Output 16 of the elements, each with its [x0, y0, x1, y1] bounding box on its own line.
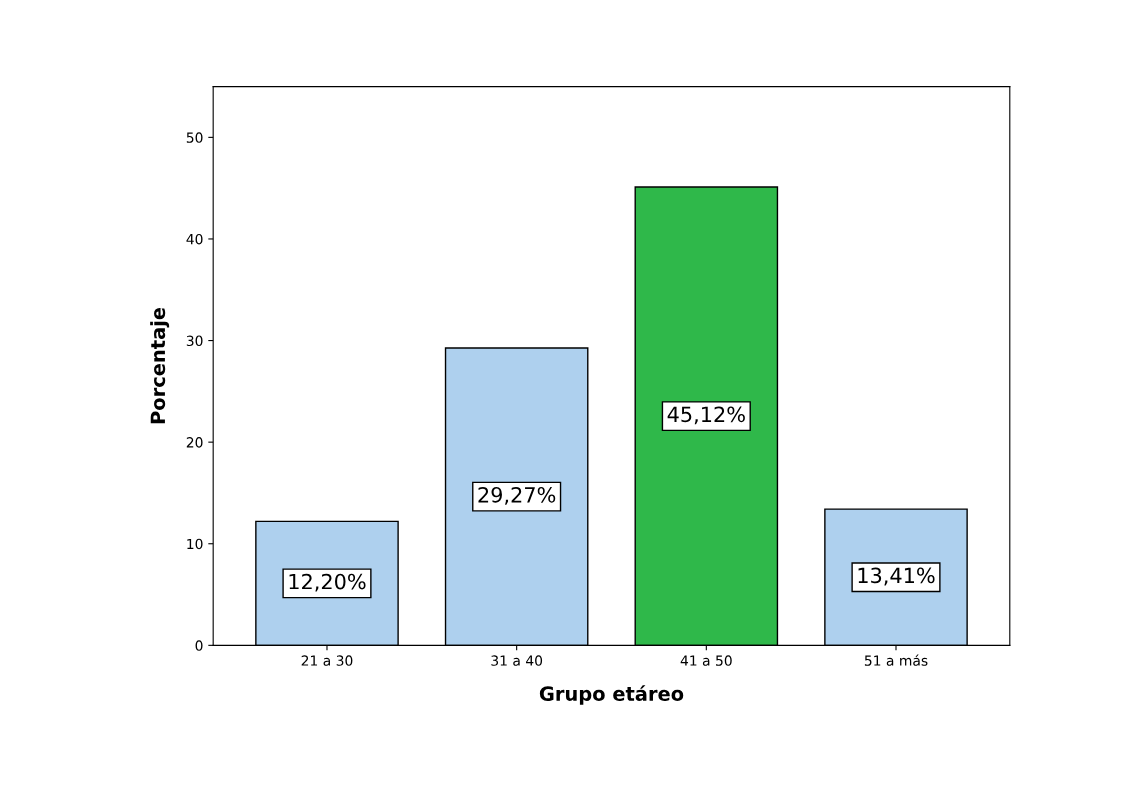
x-tick-label: 51 a más	[864, 654, 928, 666]
y-tick-label: 0	[195, 640, 203, 651]
data-label: 29,27%	[478, 486, 556, 505]
y-tick-label: 30	[186, 335, 203, 347]
x-tick-label: 31 a 40	[491, 655, 543, 666]
y-axis-title: Porcentaje	[150, 307, 170, 424]
data-label: 45,12%	[667, 406, 745, 425]
x-tick-label: 41 a 50	[680, 655, 732, 666]
data-label: 12,20%	[289, 573, 366, 592]
y-tick-label: 20	[186, 437, 203, 448]
x-tick-label: 21 a 30	[301, 655, 353, 666]
data-label: 13,41%	[858, 567, 935, 586]
y-tick-label: 50	[186, 132, 203, 143]
y-tick-label: 40	[186, 233, 203, 245]
y-tick-label: 10	[187, 538, 203, 550]
x-axis-title: Grupo etáreo	[539, 685, 684, 705]
